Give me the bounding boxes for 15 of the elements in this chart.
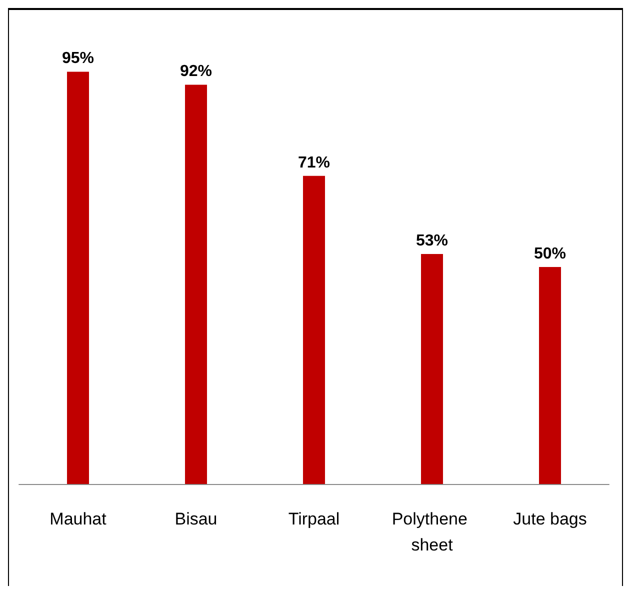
bar — [421, 254, 443, 484]
data-label: 92% — [180, 63, 212, 80]
data-label: 71% — [298, 154, 330, 172]
x-tick-label: Mauhat — [50, 510, 107, 528]
bar — [539, 267, 561, 484]
bar — [67, 72, 89, 484]
data-label: 95% — [62, 50, 94, 68]
x-tick-label: Tirpaal — [288, 510, 340, 528]
data-label: 50% — [534, 246, 566, 262]
x-tick-label: Polythene sheet — [392, 510, 472, 554]
x-tick-label: Jute bags — [513, 510, 587, 528]
bar — [185, 84, 207, 484]
bar — [303, 176, 325, 484]
x-tick-label: Bisau — [174, 510, 218, 528]
data-label: 53% — [416, 232, 448, 250]
